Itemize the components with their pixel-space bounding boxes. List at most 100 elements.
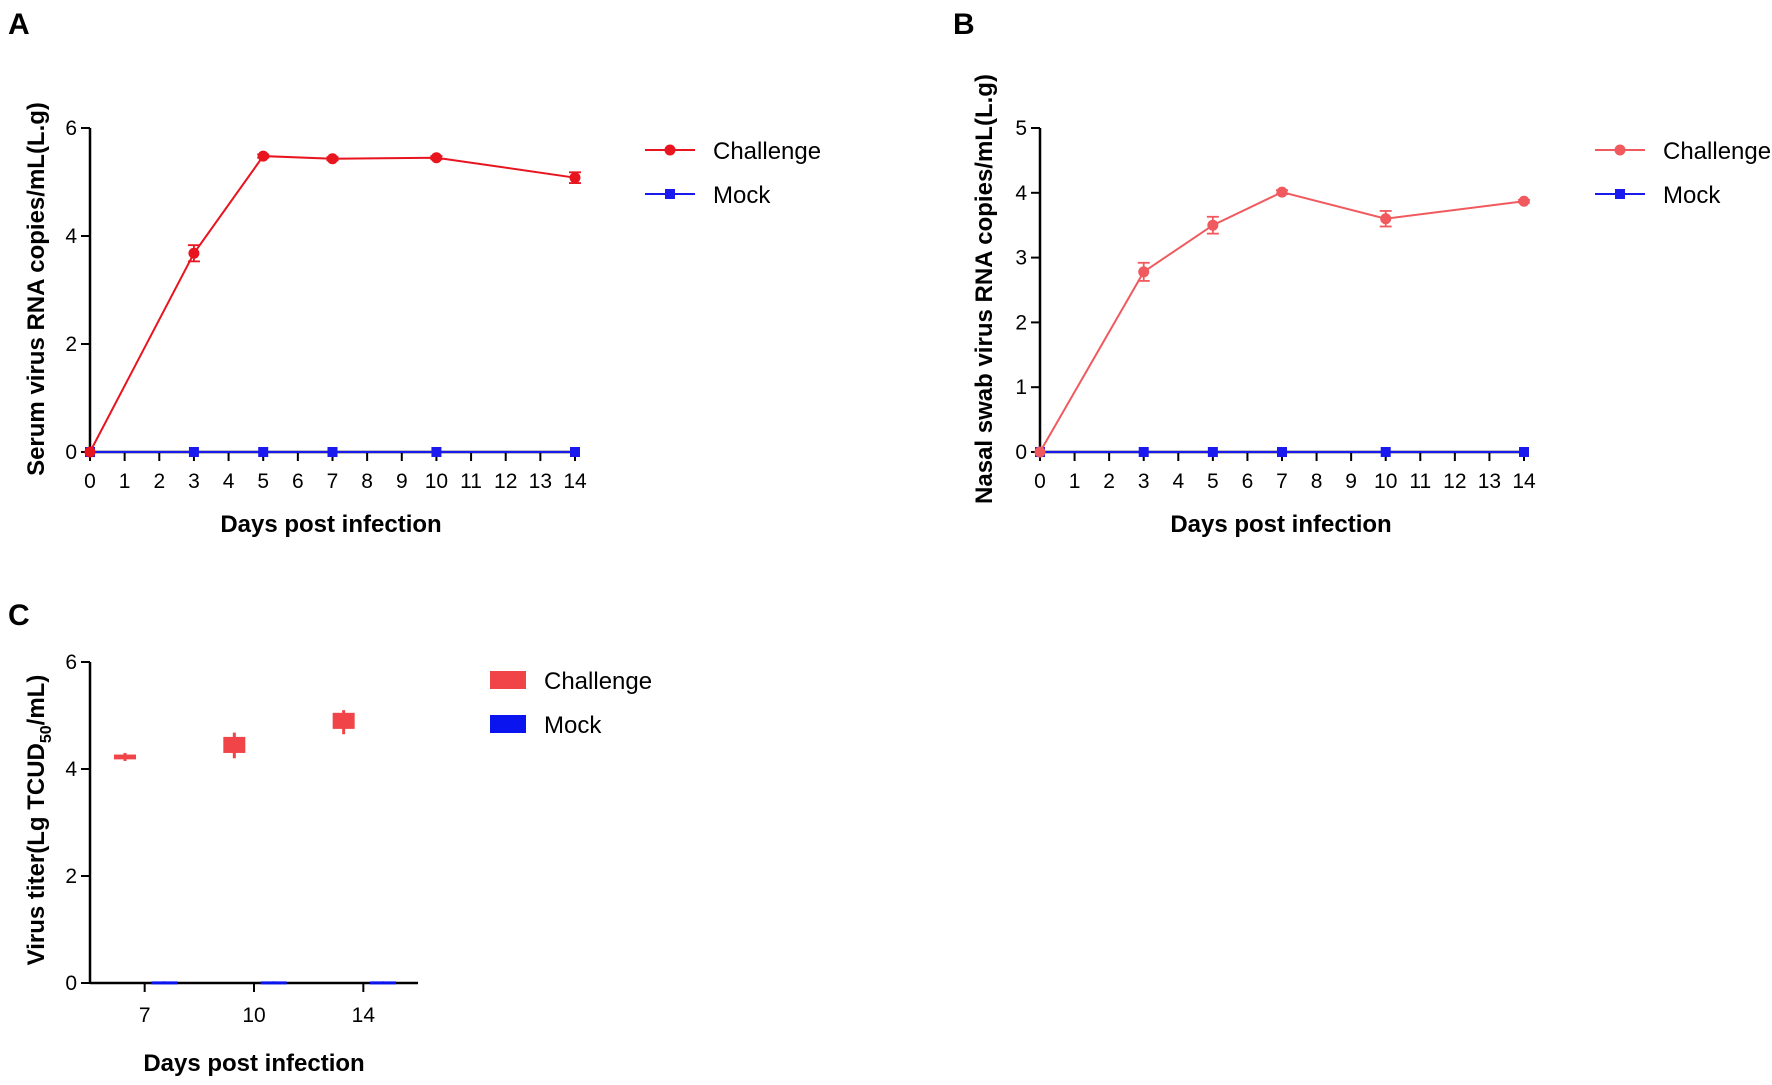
data-point-challenge bbox=[257, 150, 269, 162]
data-point-challenge bbox=[1276, 186, 1288, 198]
x-tick-label: 0 bbox=[84, 470, 96, 493]
chart-b-legend: Challenge Mock bbox=[1595, 138, 1771, 209]
chart-c-y-axis-label-end: /mL) bbox=[23, 675, 50, 726]
data-point-mock bbox=[1380, 447, 1391, 457]
x-tick-label: 12 bbox=[494, 470, 517, 493]
x-tick-label: 9 bbox=[396, 470, 408, 493]
chart-c-plot bbox=[113, 710, 397, 985]
x-tick-label: 2 bbox=[153, 470, 165, 493]
x-tick-label: 10 bbox=[242, 1004, 265, 1027]
y-tick-label: 6 bbox=[65, 117, 77, 140]
legend-label-mock: Mock bbox=[713, 182, 771, 209]
box-challenge bbox=[332, 712, 355, 729]
y-tick-label: 6 bbox=[65, 651, 77, 674]
data-point-mock bbox=[188, 447, 199, 457]
data-point-challenge bbox=[327, 153, 338, 165]
x-tick-label: 3 bbox=[1138, 470, 1150, 493]
box-challenge bbox=[223, 736, 246, 753]
x-tick-label: 14 bbox=[563, 470, 587, 493]
y-tick-label: 3 bbox=[1015, 247, 1027, 270]
y-tick-label: 2 bbox=[65, 865, 77, 888]
y-tick-label: 0 bbox=[1015, 441, 1027, 464]
data-point-mock bbox=[1138, 447, 1149, 457]
chart-c-ticks: 0 2 4 6 7 10 14 bbox=[65, 651, 418, 1027]
data-point-challenge bbox=[569, 172, 581, 184]
y-tick-label: 4 bbox=[65, 758, 77, 781]
data-point-challenge bbox=[430, 152, 442, 164]
x-tick-label: 11 bbox=[460, 470, 482, 493]
y-tick-label: 5 bbox=[1015, 117, 1027, 140]
legend-marker-mock bbox=[1615, 189, 1625, 199]
x-tick-label: 5 bbox=[1207, 470, 1219, 493]
box-mock bbox=[260, 981, 287, 985]
data-point-challenge bbox=[1034, 446, 1046, 458]
y-tick-label: 0 bbox=[65, 441, 77, 464]
x-tick-label: 14 bbox=[1512, 470, 1536, 493]
x-tick-label: 12 bbox=[1443, 470, 1466, 493]
x-tick-label: 4 bbox=[1172, 470, 1184, 493]
y-tick-label: 2 bbox=[1015, 311, 1027, 334]
legend-label-challenge: Challenge bbox=[713, 138, 821, 165]
y-tick-label: 0 bbox=[65, 972, 77, 995]
legend-swatch-mock bbox=[490, 715, 526, 733]
chart-a-legend: Challenge Mock bbox=[645, 138, 821, 209]
box-mock bbox=[370, 981, 397, 985]
x-tick-label: 14 bbox=[352, 1004, 376, 1027]
x-tick-label: 7 bbox=[327, 470, 339, 493]
x-tick-label: 5 bbox=[257, 470, 269, 493]
x-tick-label: 8 bbox=[361, 470, 373, 493]
data-point-challenge bbox=[1380, 213, 1392, 225]
data-point-mock bbox=[258, 447, 269, 457]
chart-panel-b: Nasal swab virus RNA copies/mL(L.g) Days… bbox=[971, 74, 1771, 538]
data-point-mock bbox=[431, 447, 442, 457]
x-tick-label: 11 bbox=[1409, 470, 1431, 493]
chart-c-y-axis-label-main: Virus titer(Lg TCUD bbox=[23, 743, 50, 965]
x-tick-label: 0 bbox=[1034, 470, 1046, 493]
panel-label-c: C bbox=[8, 599, 30, 632]
chart-c-x-axis-label: Days post infection bbox=[143, 1050, 364, 1077]
x-tick-label: 8 bbox=[1311, 470, 1323, 493]
box-challenge bbox=[113, 754, 136, 760]
x-tick-label: 4 bbox=[223, 470, 235, 493]
x-tick-label: 10 bbox=[425, 470, 448, 493]
chart-panel-c: Virus titer(Lg TCUD50/mL) Days post infe… bbox=[23, 651, 652, 1077]
x-tick-label: 10 bbox=[1374, 470, 1397, 493]
chart-a-plot bbox=[84, 150, 581, 458]
legend-label-challenge: Challenge bbox=[1663, 138, 1771, 165]
chart-c-y-axis-label: Virus titer(Lg TCUD50/mL) bbox=[23, 675, 55, 966]
data-point-mock bbox=[1207, 447, 1218, 457]
data-point-mock bbox=[1277, 447, 1287, 457]
chart-b-plot bbox=[1034, 186, 1530, 458]
legend-swatch-challenge bbox=[490, 671, 526, 689]
x-tick-label: 13 bbox=[529, 470, 552, 493]
y-tick-label: 1 bbox=[1015, 376, 1027, 399]
legend-label-challenge: Challenge bbox=[544, 668, 652, 695]
chart-b-y-axis-label: Nasal swab virus RNA copies/mL(L.g) bbox=[971, 74, 998, 504]
data-point-challenge bbox=[1207, 219, 1219, 231]
x-tick-label: 1 bbox=[119, 470, 131, 493]
x-tick-label: 3 bbox=[188, 470, 200, 493]
x-tick-label: 9 bbox=[1345, 470, 1357, 493]
chart-a-y-axis-label: Serum virus RNA copies/mL(L.g) bbox=[23, 102, 50, 476]
panel-label-a: A bbox=[8, 8, 30, 41]
y-tick-label: 4 bbox=[1015, 182, 1027, 205]
data-point-challenge bbox=[84, 446, 96, 458]
data-point-challenge bbox=[1138, 266, 1150, 278]
panel-label-b: B bbox=[953, 8, 975, 41]
legend-marker-challenge bbox=[664, 144, 676, 156]
data-point-challenge bbox=[188, 247, 200, 259]
box-mock bbox=[151, 981, 178, 985]
x-tick-label: 2 bbox=[1103, 470, 1115, 493]
x-tick-label: 6 bbox=[292, 470, 304, 493]
x-tick-label: 7 bbox=[1276, 470, 1288, 493]
x-tick-label: 1 bbox=[1069, 470, 1081, 493]
legend-marker-mock bbox=[665, 189, 675, 199]
series-challenge-line bbox=[89, 155, 576, 453]
series-challenge-line bbox=[1039, 191, 1525, 453]
legend-label-mock: Mock bbox=[544, 712, 602, 739]
legend-marker-challenge bbox=[1614, 144, 1626, 156]
chart-c-legend: Challenge Mock bbox=[490, 668, 652, 739]
